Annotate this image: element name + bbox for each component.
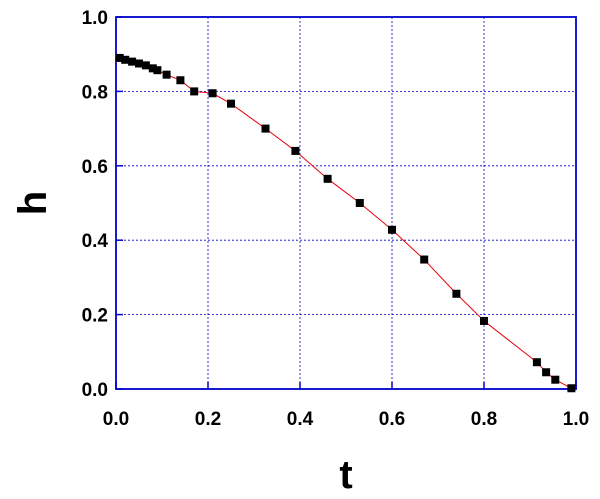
data-point: [153, 66, 162, 75]
data-point: [452, 289, 461, 298]
data-line: [119, 57, 572, 389]
data-point: [162, 70, 171, 79]
x-tick-label: 1.0: [563, 409, 589, 430]
data-point: [291, 146, 300, 155]
y-axis-label: h: [11, 191, 55, 215]
x-axis-label: t: [339, 453, 352, 497]
y-tick-label: 0.2: [82, 306, 108, 327]
data-point: [148, 64, 157, 73]
data-point: [190, 87, 199, 96]
data-point: [128, 57, 137, 66]
plot-frame: [115, 16, 577, 390]
data-point: [208, 89, 217, 98]
data-point: [323, 174, 332, 183]
data-point: [480, 316, 488, 325]
data-point: [121, 55, 130, 64]
x-tick-label: 0.8: [471, 409, 497, 430]
y-tick-label: 0.6: [82, 157, 108, 178]
data-point: [261, 124, 270, 133]
y-tick-label: 0.0: [82, 380, 108, 401]
data-point: [567, 384, 576, 393]
data-point: [176, 76, 185, 85]
data-point: [115, 53, 124, 62]
data-point: [135, 59, 143, 68]
data-point: [227, 99, 235, 108]
data-point: [420, 255, 429, 264]
x-tick-label: 0.4: [287, 409, 314, 430]
y-tick-label: 1.0: [82, 8, 108, 29]
data-point: [532, 358, 541, 367]
y-tick-label: 0.4: [82, 231, 109, 252]
data-point: [551, 375, 560, 384]
x-tick-label: 0.6: [379, 409, 405, 430]
data-point: [141, 61, 150, 70]
x-tick-label: 0.2: [195, 409, 221, 430]
data-point: [388, 225, 396, 234]
data-point: [355, 199, 364, 207]
y-tick-label: 0.8: [82, 82, 108, 103]
data-point: [542, 368, 551, 377]
x-tick-label: 0.0: [103, 409, 129, 430]
